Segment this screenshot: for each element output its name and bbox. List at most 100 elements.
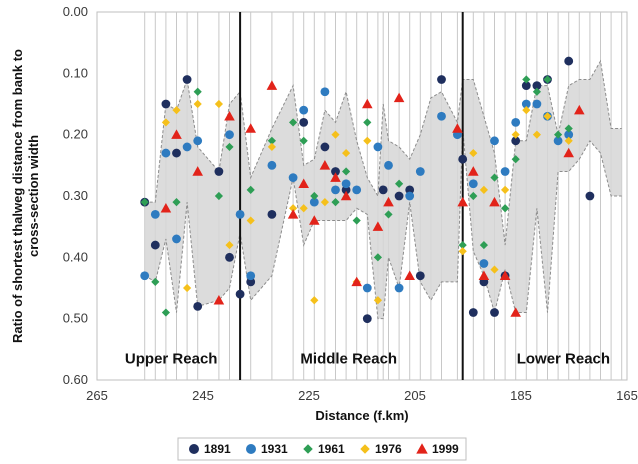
data-point-1961 [532,87,541,96]
data-point-1961 [214,191,223,201]
data-point-1999 [468,166,479,176]
y-tick-label: 0.40 [63,249,88,264]
data-point-1931 [225,130,234,140]
data-point-1976 [225,240,234,250]
data-point-1891 [378,185,388,195]
data-point-1891 [585,191,595,201]
data-point-1891 [235,289,245,299]
data-point-1976 [363,136,372,145]
x-tick-label: 225 [298,388,320,403]
data-point-1961 [564,124,573,133]
data-point-1999 [489,196,500,207]
data-point-1961 [342,167,351,176]
data-point-1976 [458,247,467,256]
data-point-1961 [511,155,520,164]
data-point-1931 [564,130,574,140]
data-point-1999 [309,215,320,225]
data-point-1999 [393,92,405,103]
data-point-1999 [298,178,309,188]
data-point-1931 [331,185,340,195]
envelope-upper-line [144,59,622,246]
data-point-1961 [151,277,160,286]
data-point-1931 [479,259,489,268]
data-points [140,56,595,324]
data-point-1931 [193,136,203,146]
data-point-1961 [299,136,308,145]
y-axis-title: Ratio of shortest thalweg distance from … [10,49,41,343]
legend-item-1999: 1999 [416,442,459,456]
x-tick-label: 185 [510,388,532,403]
data-point-1961 [490,173,499,182]
data-point-1976 [342,148,351,158]
data-point-1931 [161,148,171,158]
data-point-1961 [289,118,298,127]
data-point-1976 [501,185,510,194]
data-point-1976 [183,283,192,293]
data-point-1961 [554,130,563,139]
data-point-1976 [469,148,478,158]
data-point-1891 [182,75,192,84]
reach-boundaries [239,12,464,380]
y-tick-label: 0.50 [63,311,88,326]
series-1961 [140,75,573,317]
legend-item-1931: 1931 [246,442,288,456]
data-point-1999 [452,123,463,133]
legend-box [177,437,467,461]
data-point-1999 [574,104,585,115]
data-point-1931 [172,234,181,244]
data-point-1931 [511,118,521,127]
data-point-1961 [373,253,382,262]
data-point-1931 [267,160,277,170]
data-point-1999 [213,294,225,305]
legend-item-1976: 1976 [360,442,402,456]
x-tick-label: 205 [404,388,426,403]
y-tick-label: 0.10 [63,65,88,80]
data-point-1999 [245,123,256,133]
data-point-1999 [563,147,574,158]
series-1976 [161,99,573,305]
data-point-1999 [340,190,352,201]
data-point-1891 [267,210,277,219]
y-axis-title-line-1: Ratio of shortest thalweg distance from … [10,49,25,343]
y-axis-title-line-2: cross-section width [26,135,41,257]
data-point-1976 [172,106,181,115]
x-tick-label: 165 [616,388,638,403]
reach-label: Lower Reach [517,351,610,368]
data-point-1931 [373,142,383,152]
x-tick-label: 245 [192,388,214,403]
data-point-1891 [394,191,404,201]
data-point-1961 [246,185,255,194]
legend-label: 1961 [318,442,345,456]
reach-label: Upper Reach [125,351,218,368]
data-point-1999 [224,110,235,121]
data-point-1976 [299,204,308,213]
x-axis-ticks: 265 245 225 205 185 165 [86,388,638,403]
data-point-1891 [564,56,574,66]
data-point-1976 [161,118,170,127]
data-point-1961 [469,191,478,201]
data-point-1961 [193,87,202,96]
legend-marker-1961 [303,444,313,454]
data-point-1931 [182,142,192,152]
data-point-1976 [564,136,573,145]
data-point-1961 [172,198,181,207]
legend-marker-1931 [246,444,256,454]
legend-label: 1999 [432,442,459,456]
data-point-1999 [457,196,468,207]
y-tick-label: 0.00 [63,4,88,19]
data-point-1891 [225,252,234,262]
data-point-1976 [214,99,223,109]
legend-marker-1976 [360,444,370,454]
y-axis-ticks: 0.00 0.10 0.20 0.30 0.40 0.50 0.60 [63,4,88,387]
data-point-1999 [287,209,299,219]
y-tick-label: 0.60 [63,372,88,387]
data-point-1931 [384,160,393,170]
legend: 1891 1931 1961 1976 1999 [177,437,467,461]
data-point-1931 [405,191,415,201]
data-point-1961 [363,118,372,127]
envelope-lower-line [144,128,622,320]
y-tick-label: 0.30 [63,188,88,203]
series-1931 [140,87,574,293]
data-point-1931 [394,283,404,293]
data-point-1999 [499,270,511,280]
